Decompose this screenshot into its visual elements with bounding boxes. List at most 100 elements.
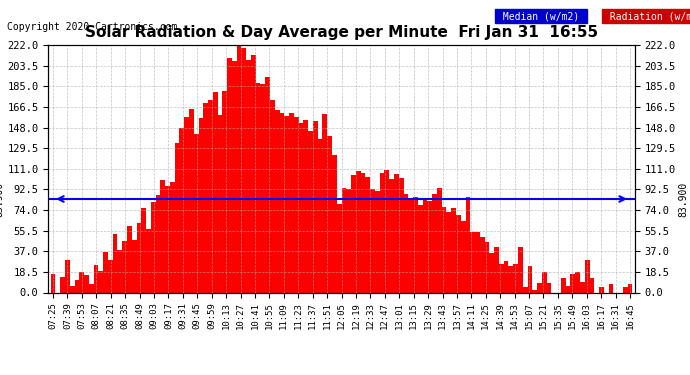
Bar	[589, 278, 594, 292]
Bar	[446, 211, 451, 292]
Bar	[308, 131, 313, 292]
Bar	[241, 48, 246, 292]
Bar	[571, 274, 575, 292]
Bar	[151, 202, 155, 292]
Bar	[394, 174, 399, 292]
Bar	[141, 209, 146, 292]
Bar	[304, 120, 308, 292]
Bar	[251, 56, 256, 292]
Bar	[184, 117, 189, 292]
Bar	[575, 272, 580, 292]
Bar	[542, 272, 546, 292]
Bar	[122, 241, 127, 292]
Title: Solar Radiation & Day Average per Minute  Fri Jan 31  16:55: Solar Radiation & Day Average per Minute…	[85, 25, 598, 40]
Bar	[84, 275, 89, 292]
Bar	[628, 284, 633, 292]
Bar	[337, 204, 342, 292]
Bar	[494, 247, 499, 292]
Bar	[346, 189, 351, 292]
Bar	[60, 277, 65, 292]
Bar	[518, 248, 523, 292]
Bar	[456, 216, 461, 292]
Bar	[384, 170, 389, 292]
Bar	[99, 270, 103, 292]
Bar	[489, 253, 494, 292]
Bar	[217, 116, 222, 292]
Bar	[532, 290, 537, 292]
Bar	[289, 112, 294, 292]
Bar	[108, 260, 112, 292]
Bar	[127, 226, 132, 292]
Bar	[327, 136, 332, 292]
Bar	[179, 128, 184, 292]
Bar	[317, 139, 322, 292]
Bar	[356, 171, 361, 292]
Bar	[194, 134, 199, 292]
Bar	[170, 182, 175, 292]
Bar	[227, 58, 232, 292]
Bar	[366, 177, 370, 292]
Bar	[404, 195, 408, 292]
Bar	[237, 45, 241, 292]
Bar	[351, 175, 356, 292]
Bar	[222, 91, 227, 292]
Bar	[313, 121, 317, 292]
Bar	[537, 284, 542, 292]
Text: Copyright 2020 Cartronics.com: Copyright 2020 Cartronics.com	[7, 22, 177, 32]
Bar	[609, 284, 613, 292]
Bar	[408, 200, 413, 292]
Bar	[261, 84, 265, 292]
Bar	[513, 264, 518, 292]
Bar	[89, 284, 94, 292]
Bar	[389, 179, 394, 292]
Bar	[580, 282, 584, 292]
Bar	[275, 110, 279, 292]
Bar	[279, 113, 284, 292]
Bar	[322, 114, 327, 292]
Bar	[50, 274, 55, 292]
Text: 83.900: 83.900	[0, 182, 4, 217]
Bar	[599, 288, 604, 292]
Text: Median (w/m2): Median (w/m2)	[497, 11, 585, 21]
Bar	[270, 100, 275, 292]
Bar	[504, 261, 509, 292]
Bar	[94, 265, 99, 292]
Bar	[146, 229, 151, 292]
Bar	[375, 190, 380, 292]
Bar	[427, 201, 432, 292]
Bar	[70, 286, 75, 292]
Bar	[246, 60, 251, 292]
Bar	[432, 194, 437, 292]
Bar	[546, 283, 551, 292]
Bar	[584, 260, 589, 292]
Bar	[342, 188, 346, 292]
Bar	[509, 266, 513, 292]
Bar	[623, 288, 628, 292]
Bar	[422, 198, 427, 292]
Bar	[204, 103, 208, 292]
Bar	[499, 264, 504, 292]
Bar	[232, 62, 237, 292]
Bar	[165, 186, 170, 292]
Bar	[528, 266, 532, 292]
Bar	[65, 260, 70, 292]
Bar	[112, 234, 117, 292]
Bar	[475, 232, 480, 292]
Bar	[199, 118, 204, 292]
Bar	[484, 242, 489, 292]
Bar	[561, 278, 566, 292]
Bar	[265, 77, 270, 292]
Bar	[461, 221, 466, 292]
Bar	[132, 240, 137, 292]
Bar	[370, 189, 375, 292]
Bar	[79, 272, 84, 292]
Bar	[299, 123, 304, 292]
Bar	[213, 92, 217, 292]
Bar	[155, 195, 160, 292]
Bar	[175, 143, 179, 292]
Bar	[117, 250, 122, 292]
Bar	[466, 197, 471, 292]
Bar	[256, 82, 261, 292]
Bar	[480, 237, 484, 292]
Bar	[399, 178, 404, 292]
